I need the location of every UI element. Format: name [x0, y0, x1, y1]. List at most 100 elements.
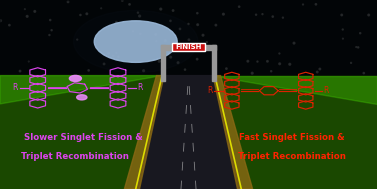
- Point: [136, 15, 143, 18]
- Point: [287, 63, 293, 66]
- Point: [113, 21, 120, 24]
- Point: [156, 60, 162, 63]
- Point: [204, 41, 210, 44]
- Text: R: R: [207, 86, 212, 95]
- Point: [313, 3, 319, 6]
- Point: [276, 52, 282, 55]
- Point: [213, 24, 219, 27]
- Point: [254, 60, 261, 63]
- Point: [65, 0, 71, 3]
- Point: [291, 42, 297, 45]
- Point: [110, 54, 116, 57]
- Point: [46, 33, 52, 36]
- Point: [47, 19, 53, 22]
- Point: [98, 7, 104, 10]
- Point: [355, 46, 361, 49]
- Point: [175, 61, 181, 64]
- Point: [22, 8, 28, 11]
- Point: [185, 22, 192, 26]
- Point: [167, 19, 173, 22]
- Point: [153, 33, 159, 36]
- Point: [280, 16, 286, 19]
- Point: [317, 67, 323, 70]
- Point: [0, 19, 3, 22]
- Point: [357, 32, 363, 35]
- Point: [158, 8, 164, 11]
- Point: [253, 13, 259, 16]
- Point: [314, 70, 320, 74]
- Text: Triplet Recombination: Triplet Recombination: [238, 152, 346, 161]
- Point: [348, 61, 354, 64]
- Point: [224, 67, 230, 70]
- Point: [141, 69, 147, 72]
- Point: [194, 58, 200, 61]
- Circle shape: [77, 95, 87, 100]
- Point: [86, 69, 92, 72]
- Point: [84, 12, 90, 15]
- Circle shape: [69, 75, 81, 81]
- Point: [17, 70, 23, 73]
- Circle shape: [74, 10, 198, 73]
- Point: [119, 0, 125, 2]
- Bar: [161, 45, 164, 81]
- Point: [32, 10, 38, 13]
- Point: [264, 60, 270, 63]
- Point: [172, 41, 178, 44]
- Point: [270, 15, 276, 18]
- Bar: [213, 45, 216, 81]
- Point: [101, 62, 107, 65]
- Point: [24, 15, 30, 18]
- Point: [180, 48, 186, 51]
- Point: [340, 28, 346, 31]
- Text: R: R: [12, 83, 18, 92]
- Point: [361, 72, 367, 75]
- Circle shape: [94, 21, 177, 62]
- Point: [268, 70, 274, 73]
- Point: [340, 37, 346, 40]
- Text: Fast Singlet Fission &: Fast Singlet Fission &: [239, 133, 345, 143]
- Polygon shape: [0, 76, 162, 104]
- Polygon shape: [215, 76, 377, 104]
- Point: [162, 39, 168, 42]
- Text: Slower Singlet Fission &: Slower Singlet Fission &: [24, 133, 142, 143]
- Polygon shape: [124, 76, 164, 189]
- Point: [277, 62, 283, 65]
- Point: [366, 13, 372, 16]
- Text: R: R: [323, 86, 328, 95]
- Text: R: R: [137, 83, 143, 92]
- Point: [236, 5, 242, 8]
- Point: [135, 11, 141, 14]
- Point: [249, 72, 255, 75]
- Point: [200, 34, 206, 37]
- Polygon shape: [215, 76, 377, 189]
- Polygon shape: [213, 76, 253, 189]
- Point: [245, 60, 251, 63]
- Point: [115, 55, 121, 58]
- Polygon shape: [136, 76, 241, 189]
- Bar: [161, 45, 216, 50]
- Point: [221, 13, 227, 16]
- Point: [74, 38, 80, 41]
- Text: Triplet Recombination: Triplet Recombination: [21, 152, 129, 161]
- Polygon shape: [0, 76, 162, 189]
- Point: [106, 52, 112, 55]
- Point: [353, 46, 359, 49]
- Point: [130, 30, 136, 33]
- Bar: [0, 0, 377, 76]
- Point: [182, 68, 188, 71]
- Point: [137, 32, 143, 35]
- Text: FINISH: FINISH: [175, 44, 202, 50]
- Point: [6, 24, 12, 27]
- Point: [186, 38, 192, 41]
- Point: [113, 51, 120, 54]
- Point: [170, 9, 176, 12]
- Point: [26, 60, 32, 63]
- Point: [300, 3, 306, 6]
- Point: [153, 40, 159, 43]
- Point: [77, 13, 83, 16]
- FancyBboxPatch shape: [172, 43, 205, 51]
- Point: [49, 29, 55, 32]
- Point: [194, 12, 200, 15]
- Point: [168, 56, 174, 59]
- Point: [195, 23, 201, 26]
